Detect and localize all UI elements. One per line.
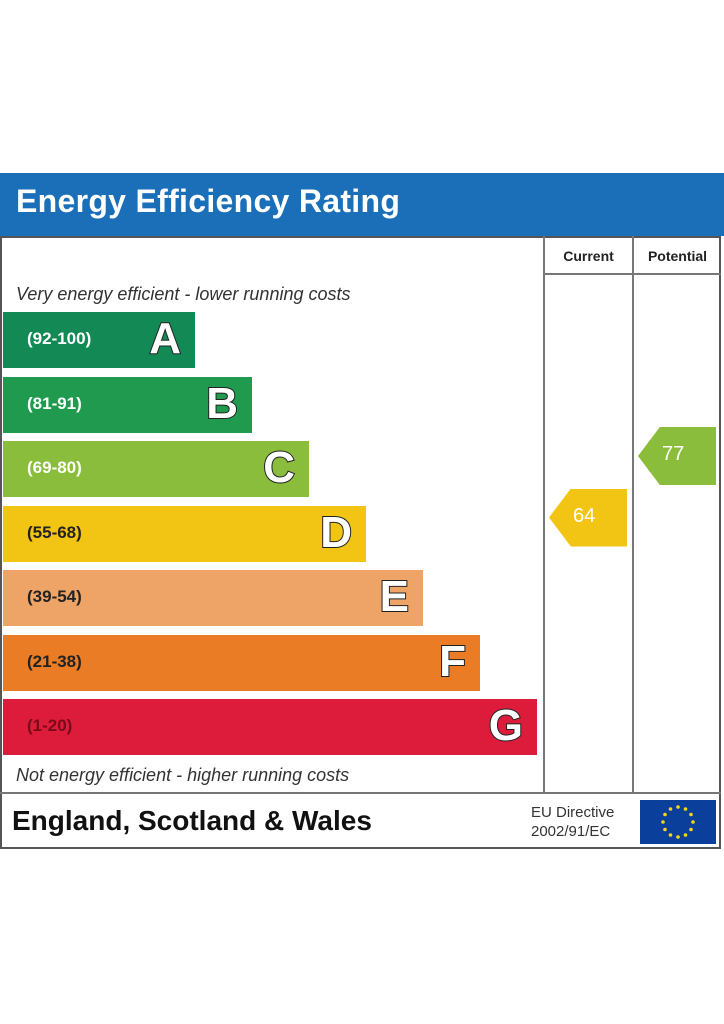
band-e: (39-54) E [3,570,423,626]
flag-star [689,827,693,832]
band-a: (92-100) A [3,312,195,368]
band-letter: F [438,636,467,687]
flag-star [676,835,680,839]
band-letter: E [379,571,410,622]
band-range-label: (81-91) [27,393,82,413]
band-letter: C [262,442,296,493]
potential-rating-arrow-value: 77 [662,443,685,465]
region-label: England, Scotland & Wales [12,805,372,836]
flag-star [668,833,673,837]
band-range-label: (55-68) [27,522,82,542]
chart-header: Energy Efficiency Rating [0,173,724,236]
flag-star [683,807,688,811]
flag-star [683,833,688,837]
band-range-label: (92-100) [27,329,92,348]
eu-flag-icon [640,800,716,844]
band-g: (1-20) G [3,699,537,755]
band-f: (21-38) F [3,634,480,691]
chart-frame [0,236,721,849]
flag-star [668,807,673,811]
band-range-label: (69-80) [27,458,82,477]
eu-directive-number: 2002/91/EC [531,823,611,840]
band-letter: A [148,313,182,364]
band-range-label: (21-38) [27,651,82,671]
band-letter: D [319,507,353,558]
column-divider-current [543,236,545,793]
flag-star [663,827,667,832]
band-b: (81-91) B [3,376,252,433]
column-divider-potential [632,236,634,793]
column-header-potential: Potential [647,248,708,264]
eu-directive-label: EU Directive [531,804,615,821]
band-c: (69-80) C [3,441,309,497]
band-d: (55-68) D [3,505,366,562]
header-row-divider [543,273,721,275]
column-header-current: Current [563,248,614,264]
current-rating-arrow-value: 64 [573,504,596,527]
band-range-label: (39-54) [27,587,82,606]
bottom-note: Not energy efficient - higher running co… [16,765,350,785]
current-rating-arrow: 64 [549,488,627,547]
flag-star [691,820,695,824]
top-note: Very energy efficient - lower running co… [16,284,351,304]
flag-star [689,812,693,817]
band-range-label: (1-20) [27,716,73,735]
footer-divider [0,792,721,794]
flag-star [661,820,665,824]
band-letter: B [205,378,239,429]
flag-star [676,805,680,809]
chart-title: Energy Efficiency Rating [16,183,401,219]
band-letter: G [488,700,524,751]
flag-star [663,812,667,817]
